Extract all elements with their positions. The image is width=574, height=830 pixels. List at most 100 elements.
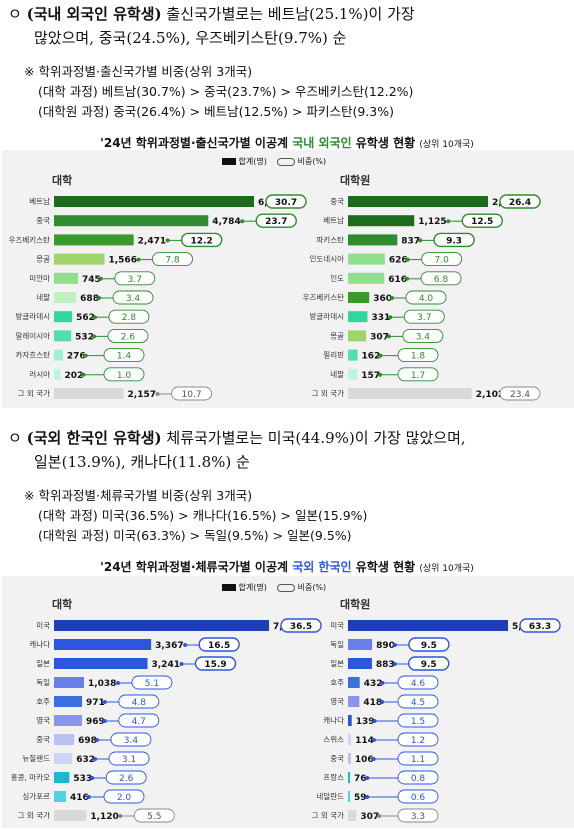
category-label: 미국	[330, 621, 344, 630]
value-label: 971	[86, 698, 105, 708]
value-label: 969	[86, 717, 105, 727]
ratio-label: 10.7	[182, 390, 202, 400]
category-label: 일본	[36, 659, 50, 668]
value-label: 632	[76, 755, 95, 765]
panel-title: 대학	[52, 173, 72, 187]
category-label: 중국	[330, 197, 344, 206]
ratio-pill	[108, 751, 150, 766]
chart2-title-pre: '24년 학위과정별·체류국가별 이공계	[100, 560, 293, 574]
chart1-title: '24년 학위과정별·출신국가별 이공계 국내 외국인 유학생 현황 (상위 1…	[0, 134, 574, 151]
ratio-pill	[255, 213, 297, 228]
category-label: 몽골	[330, 331, 344, 340]
ratio-pill	[114, 271, 156, 286]
category-label: 싱가포르	[22, 791, 50, 801]
value-label: 890	[376, 641, 395, 651]
bar	[54, 272, 79, 284]
ratio-label: 4.6	[411, 679, 426, 689]
section1-title-line2: 많았으며, 중국(24.5%), 우즈베키스탄(9.7%) 순	[34, 29, 347, 47]
ratio-label: 7.8	[165, 256, 180, 266]
ratio-dot	[96, 296, 101, 300]
category-label: 러시아	[29, 369, 50, 379]
ratio-label: 1.7	[411, 371, 425, 381]
legend-ratio-swatch	[277, 157, 296, 166]
ratio-pill	[133, 808, 175, 823]
chart1-title-small: (상위 10개국)	[419, 140, 474, 150]
ratio-dot	[92, 315, 97, 320]
bar	[54, 791, 67, 802]
ratio-label: 16.5	[208, 641, 230, 651]
ratio-dot	[365, 776, 370, 780]
chart1-container: 합계(명) 비중(%) 대학베트남6,20330.7중국4,78423.7우즈베…	[2, 150, 574, 408]
ratio-dot	[377, 814, 382, 818]
bar	[348, 292, 370, 303]
ratio-pill	[397, 751, 439, 766]
ratio-dot	[136, 257, 141, 262]
ratio-label: 1.5	[411, 717, 425, 727]
section1-headline: ㅇ (국내 외국인 유학생) 출신국가별로는 베트남(25.1%)이 가장 많았…	[8, 2, 568, 50]
ratio-pill	[280, 618, 322, 633]
bar	[348, 253, 385, 265]
category-label: 영국	[330, 696, 344, 706]
category-label: 파키스탄	[316, 234, 344, 244]
ratio-label: 2.6	[119, 774, 134, 784]
bar	[54, 810, 87, 821]
ratio-pill	[402, 328, 444, 343]
ratio-label: 7.0	[434, 256, 449, 266]
bar	[348, 234, 398, 246]
ratio-label: 30.7	[275, 198, 297, 208]
ratio-pill	[420, 271, 462, 286]
value-label: 76	[354, 774, 367, 784]
ratio-pill	[110, 732, 152, 747]
ratio-dot	[405, 257, 410, 262]
ratio-dot	[102, 700, 107, 704]
ratio-label: 12.2	[191, 236, 213, 246]
value-label: 533	[73, 774, 92, 784]
ratio-dot	[388, 315, 393, 320]
category-label: 호주	[36, 697, 50, 706]
value-label: 2,471	[138, 236, 166, 246]
ratio-label: 9.5	[421, 641, 437, 651]
bar	[54, 349, 63, 361]
ratio-dot	[371, 757, 376, 761]
bar	[54, 715, 82, 726]
bar	[54, 639, 152, 650]
value-label: 202	[65, 371, 84, 381]
ratio-dot	[83, 353, 88, 358]
bar	[348, 368, 358, 380]
ratio-dot	[94, 738, 99, 742]
bullet-icon: ㅇ	[8, 5, 22, 23]
value-label: 1,038	[88, 679, 116, 689]
value-label: 139	[356, 717, 375, 727]
category-label: 독일	[330, 640, 344, 649]
value-label: 2,157	[128, 390, 156, 400]
ratio-pill	[519, 618, 561, 633]
category-label: 그 외 국가	[18, 810, 50, 820]
ratio-pill	[103, 789, 145, 804]
ratio-pill	[265, 194, 307, 209]
bar	[348, 791, 350, 802]
legend-ratio-swatch	[277, 583, 296, 592]
panel-title: 대학원	[340, 173, 370, 187]
section2-title-line2: 일본(13.9%), 캐나다(11.8%) 순	[34, 453, 250, 471]
bar	[348, 658, 372, 669]
category-label: 그 외 국가	[312, 810, 344, 820]
note-mark-icon: ※	[24, 488, 35, 503]
bar	[348, 715, 352, 726]
ratio-dot	[118, 814, 123, 818]
ratio-label: 36.5	[290, 622, 312, 632]
value-label: 114	[355, 736, 374, 746]
bar	[348, 215, 415, 227]
ratio-dot	[405, 276, 410, 281]
bar	[54, 696, 83, 707]
ratio-label: 1.2	[411, 736, 425, 746]
chart2-title-small: (상위 10개국)	[419, 564, 474, 574]
ratio-pill	[397, 770, 439, 785]
bar	[348, 734, 352, 745]
ratio-pill	[397, 694, 439, 709]
value-label: 745	[82, 275, 101, 285]
ratio-label: 5.5	[147, 812, 161, 822]
ratio-pill	[403, 309, 445, 324]
bar	[348, 196, 488, 207]
chart2-title-post: 유학생 현황	[351, 560, 416, 574]
ratio-label: 15.9	[204, 660, 226, 670]
